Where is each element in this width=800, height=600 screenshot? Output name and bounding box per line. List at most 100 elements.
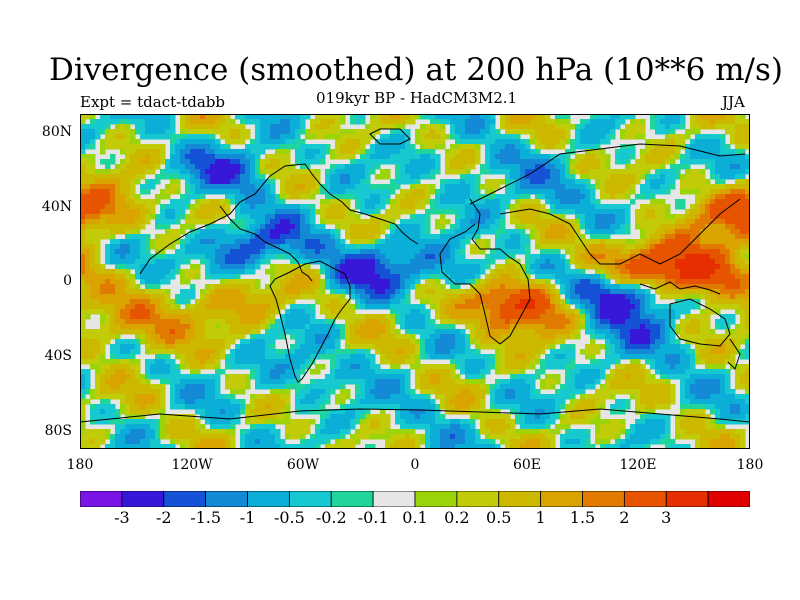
field-cell [490, 114, 496, 120]
field-cell [630, 314, 636, 320]
field-cell [150, 319, 156, 325]
field-cell [620, 279, 626, 285]
field-cell [170, 164, 176, 170]
field-cell [700, 224, 706, 230]
field-cell [180, 259, 186, 265]
field-cell [495, 154, 501, 160]
field-cell [510, 169, 516, 175]
field-cell [165, 129, 171, 135]
field-cell [325, 134, 331, 140]
field-cell [255, 299, 261, 305]
field-cell [290, 144, 296, 150]
field-cell [445, 229, 451, 235]
field-cell [80, 179, 86, 185]
field-cell [395, 149, 401, 155]
field-cell [365, 149, 371, 155]
field-cell [240, 154, 246, 160]
field-cell [665, 229, 671, 235]
field-cell [130, 234, 136, 240]
field-cell [275, 219, 281, 225]
field-cell [80, 189, 86, 195]
field-cell [365, 154, 371, 160]
field-cell [405, 114, 411, 120]
field-cell [630, 114, 636, 120]
field-cell [640, 159, 646, 165]
field-cell [420, 214, 426, 220]
field-cell [575, 269, 581, 275]
field-cell [495, 239, 501, 245]
field-cell [250, 224, 256, 230]
field-cell [345, 134, 351, 140]
field-cell [570, 259, 576, 265]
field-cell [490, 274, 496, 280]
field-cell [250, 279, 256, 285]
field-cell [470, 139, 476, 145]
field-cell [530, 234, 536, 240]
field-cell [500, 279, 506, 285]
field-cell [225, 179, 231, 185]
field-cell [180, 154, 186, 160]
field-cell [175, 309, 181, 315]
field-cell [275, 139, 281, 145]
field-cell [420, 169, 426, 175]
field-cell [495, 149, 501, 155]
field-cell [580, 224, 586, 230]
field-cell [395, 239, 401, 245]
field-cell [130, 159, 136, 165]
field-cell [445, 194, 451, 200]
field-cell [630, 279, 636, 285]
field-cell [375, 319, 381, 325]
field-cell [725, 154, 731, 160]
field-cell [660, 239, 666, 245]
field-cell [305, 219, 311, 225]
field-cell [435, 139, 441, 145]
field-cell [105, 124, 111, 130]
field-cell [460, 199, 466, 205]
field-cell [340, 254, 346, 260]
field-cell [230, 199, 236, 205]
field-cell [715, 149, 721, 155]
field-cell [300, 304, 306, 310]
field-cell [175, 179, 181, 185]
field-cell [425, 139, 431, 145]
field-cell [485, 209, 491, 215]
field-cell [565, 279, 571, 285]
field-cell [720, 229, 726, 235]
field-cell [105, 209, 111, 215]
field-cell [90, 134, 96, 140]
field-cell [420, 114, 426, 120]
field-cell [700, 119, 706, 125]
field-cell [490, 294, 496, 300]
field-cell [395, 289, 401, 295]
field-cell [680, 224, 686, 230]
field-cell [95, 284, 101, 290]
field-cell [530, 114, 536, 120]
field-cell [740, 154, 746, 160]
field-cell [235, 149, 241, 155]
field-cell [375, 209, 381, 215]
field-cell [340, 259, 346, 265]
field-cell [665, 269, 671, 275]
field-cell [735, 249, 741, 255]
field-cell [340, 224, 346, 230]
field-cell [410, 169, 416, 175]
field-cell [105, 144, 111, 150]
field-cell [635, 219, 641, 225]
field-cell [305, 244, 311, 250]
field-cell [720, 294, 726, 300]
field-cell [165, 174, 171, 180]
field-cell [125, 214, 131, 220]
field-cell [175, 304, 181, 310]
field-cell [535, 204, 541, 210]
field-cell [295, 184, 301, 190]
field-cell [280, 169, 286, 175]
field-cell [140, 214, 146, 220]
field-cell [595, 144, 601, 150]
field-cell [250, 169, 256, 175]
field-cell [575, 134, 581, 140]
field-cell [330, 319, 336, 325]
field-cell [340, 264, 346, 270]
field-cell [100, 114, 106, 120]
field-cell [415, 234, 421, 240]
field-cell [445, 204, 451, 210]
